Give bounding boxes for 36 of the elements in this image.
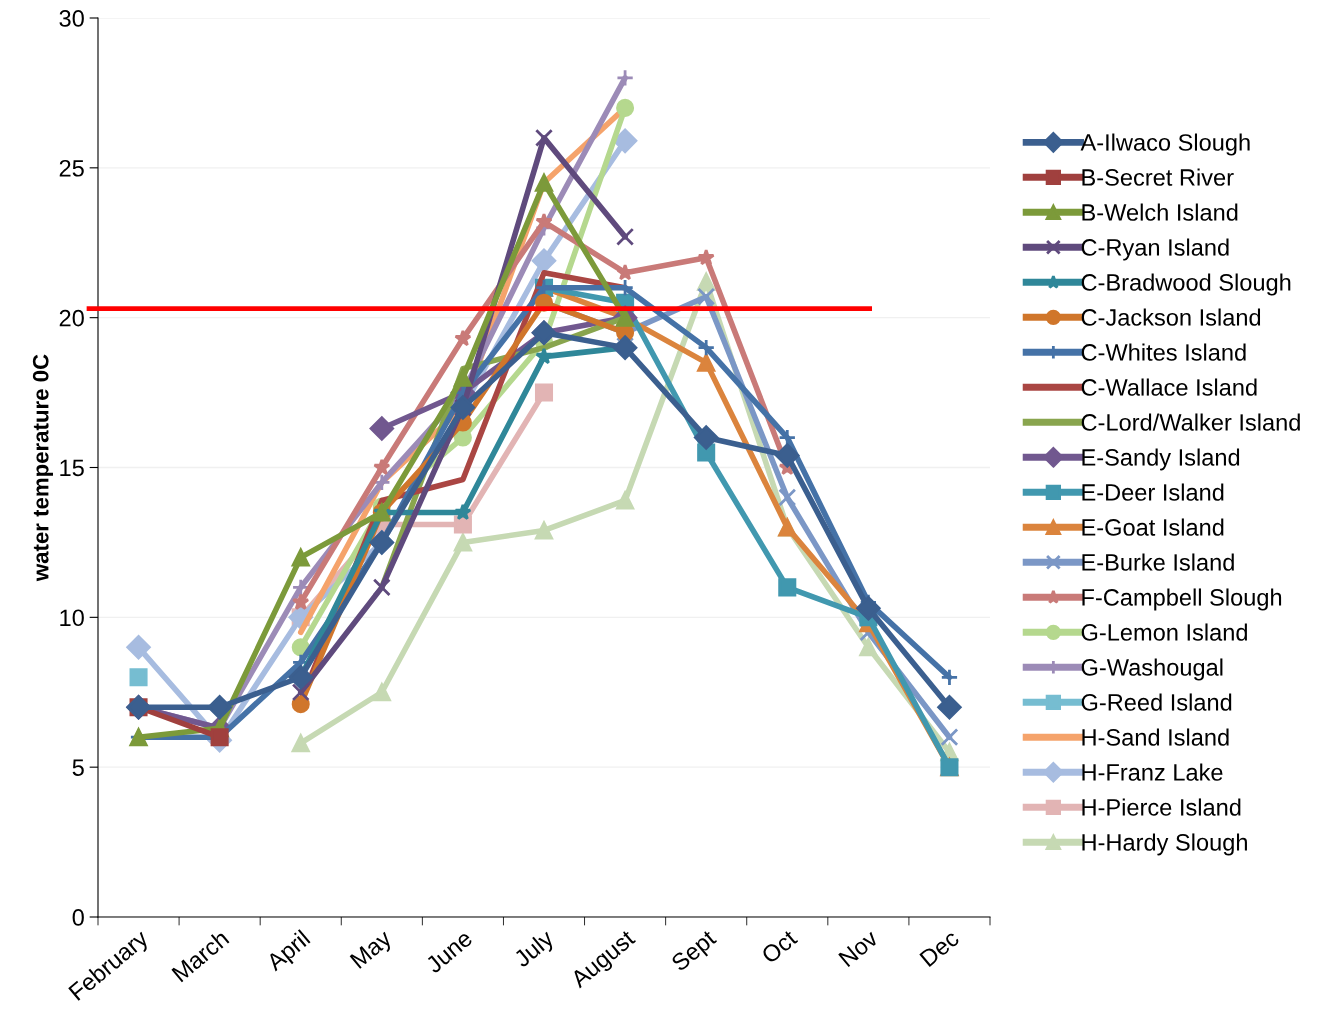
x-tick-label: Dec [919,929,961,968]
x-tick-label: July [512,928,559,972]
legend-label: C-Wallace Island [1081,378,1257,396]
x-tick-label: Nov [838,928,880,968]
legend-label: H-Sand Island [1082,728,1229,746]
legend-label: H-Hardy Slough [1082,833,1247,856]
legend-label: C-Bradwood Slough [1081,273,1291,296]
y-tick-label: 5 [72,759,84,776]
x-tick-label: May [349,928,396,973]
x-tick-label: Sept [670,928,721,976]
legend-label: G-Reed Island [1081,693,1232,711]
legend-label: B-Welch Island [1082,203,1238,221]
legend-label: C-Jackson Island [1081,308,1261,326]
y-tick-label: 15 [60,459,84,477]
legend-label: H-Pierce Island [1082,798,1241,816]
legend-label: E-Sandy Island [1082,448,1240,471]
y-tick-label: 20 [59,309,84,327]
legend-label: E-Deer Island [1082,483,1224,501]
legend-label: C-Lord/Walker Island [1081,413,1300,431]
legend-label: H-Franz Lake [1082,763,1223,781]
legend-label: C-Whites Island [1081,343,1246,361]
y-tick-label: 10 [60,609,84,627]
legend-label: F-Campbell Slough [1082,588,1282,611]
legend-label: C-Ryan Island [1081,238,1229,261]
y-axis-title: water temperature 0C [32,354,53,582]
legend-label: E-Goat Island [1082,518,1224,536]
legend-label: B-Secret River [1082,168,1234,186]
legend-label: E-Burke Island [1082,553,1234,571]
y-tick-label: 0 [72,909,84,926]
y-tick-label: 25 [59,159,84,177]
y-tick-label: 30 [59,10,84,27]
legend-label: G-Washougal [1081,658,1223,681]
legend-label: A-Ilwaco Slough [1080,133,1250,156]
legend-label: G-Lemon Island [1081,623,1247,641]
x-tick-label: Oct [760,928,799,965]
x-tick-label: June [424,929,474,975]
